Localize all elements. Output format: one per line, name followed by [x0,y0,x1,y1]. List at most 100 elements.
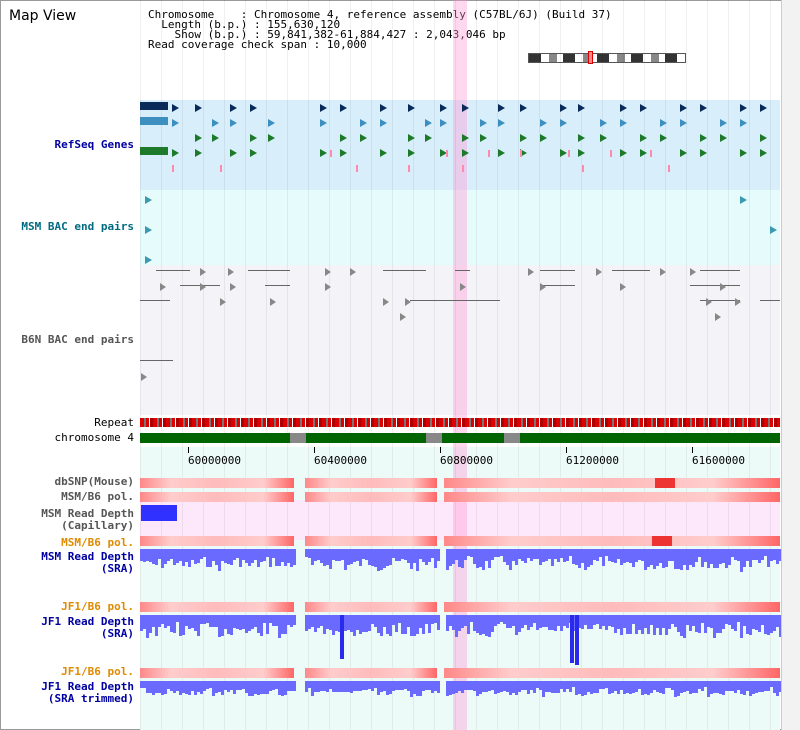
depth-bar[interactable] [470,615,473,622]
depth-bar[interactable] [716,615,719,633]
gene-glyph[interactable] [740,119,747,127]
depth-bar[interactable] [686,549,689,570]
depth-bar[interactable] [707,615,710,627]
depth-bar[interactable] [329,681,332,689]
depth-bar[interactable] [593,549,596,560]
depth-bar[interactable] [374,615,377,627]
depth-bar[interactable] [266,615,269,634]
depth-bar[interactable] [383,549,386,568]
depth-bar[interactable] [755,549,758,560]
depth-bar[interactable] [602,549,605,566]
depth-bar[interactable] [656,549,659,566]
depth-bar[interactable] [320,681,323,691]
depth-bar[interactable] [491,681,494,690]
depth-bar[interactable] [749,549,752,567]
depth-bar[interactable] [179,615,182,636]
depth-bar[interactable] [329,615,332,630]
depth-bar[interactable] [227,615,230,634]
depth-bar[interactable] [725,615,728,624]
bac-pair-line[interactable] [248,270,290,271]
depth-bar[interactable] [680,681,683,693]
polymorphism-bar[interactable] [140,492,294,502]
depth-bar[interactable] [593,681,596,693]
depth-bar[interactable] [161,549,164,568]
depth-bar[interactable] [368,681,371,689]
polymorphism-bar[interactable] [140,478,294,488]
depth-bar[interactable] [464,681,467,690]
depth-bar[interactable] [323,615,326,634]
depth-bar[interactable] [515,615,518,635]
gene-glyph[interactable] [540,119,547,127]
depth-bar[interactable] [566,681,569,689]
gene-glyph[interactable] [380,119,387,127]
depth-bar[interactable] [251,615,254,629]
depth-bar[interactable] [695,681,698,693]
depth-bar[interactable] [668,549,671,561]
depth-bar[interactable] [542,681,545,697]
depth-bar[interactable] [149,549,152,562]
depth-bar[interactable] [731,681,734,691]
depth-bar[interactable] [734,615,737,631]
depth-bar[interactable] [668,615,671,629]
depth-bar[interactable] [560,681,563,689]
gene-glyph[interactable] [212,119,219,127]
depth-bar[interactable] [314,681,317,692]
depth-bar[interactable] [617,615,620,629]
depth-bar[interactable] [416,681,419,696]
vertical-scrollbar[interactable] [781,0,800,730]
bac-pair-line[interactable] [540,285,575,286]
depth-bar[interactable] [467,681,470,690]
snp-mark[interactable] [408,165,410,172]
depth-bar[interactable] [521,681,524,690]
depth-bar[interactable] [446,549,449,570]
depth-bar[interactable] [290,549,293,567]
depth-bar[interactable] [713,681,716,693]
depth-bar[interactable] [257,549,260,567]
polymorphism-bar[interactable] [305,602,437,612]
depth-bar[interactable] [500,615,503,622]
depth-bar[interactable] [746,615,749,634]
gene-glyph[interactable] [268,134,275,142]
depth-bar[interactable] [191,681,194,691]
depth-bar[interactable] [434,681,437,691]
depth-bar[interactable] [551,615,554,630]
depth-bar[interactable] [419,615,422,628]
depth-bar[interactable] [272,549,275,558]
depth-bar[interactable] [212,681,215,696]
depth-bar[interactable] [659,681,662,693]
depth-bar[interactable] [656,681,659,692]
depth-bar[interactable] [755,615,758,630]
depth-bar[interactable] [572,681,575,687]
depth-bar[interactable] [665,615,668,635]
depth-bar[interactable] [752,615,755,629]
depth-bar[interactable] [428,549,431,562]
depth-bar[interactable] [227,549,230,564]
depth-bar[interactable] [497,615,500,624]
depth-bar[interactable] [767,615,770,635]
depth-bar[interactable] [224,615,227,629]
depth-bar[interactable] [761,549,764,560]
depth-bar[interactable] [692,549,695,567]
depth-bar[interactable] [362,615,365,632]
depth-bar[interactable] [650,549,653,565]
depth-bar[interactable] [332,549,335,560]
depth-bar[interactable] [602,681,605,689]
bac-end[interactable] [715,313,721,321]
gene-glyph[interactable] [680,119,687,127]
gene-glyph[interactable] [440,119,447,127]
depth-bar[interactable] [704,615,707,633]
depth-bar[interactable] [497,681,500,693]
polymorphism-bar[interactable] [305,478,437,488]
depth-bar[interactable] [203,549,206,557]
depth-bar[interactable] [770,681,773,687]
depth-bar[interactable] [449,681,452,695]
depth-bar[interactable] [161,615,164,624]
gene-glyph[interactable] [250,134,257,142]
depth-bar[interactable] [701,549,704,567]
gene-glyph[interactable] [600,134,607,142]
depth-bar[interactable] [269,681,272,691]
depth-bar[interactable] [566,549,569,561]
depth-bar[interactable] [365,681,368,690]
snp-mark[interactable] [650,150,652,157]
polymorphism-bar[interactable] [444,478,780,488]
